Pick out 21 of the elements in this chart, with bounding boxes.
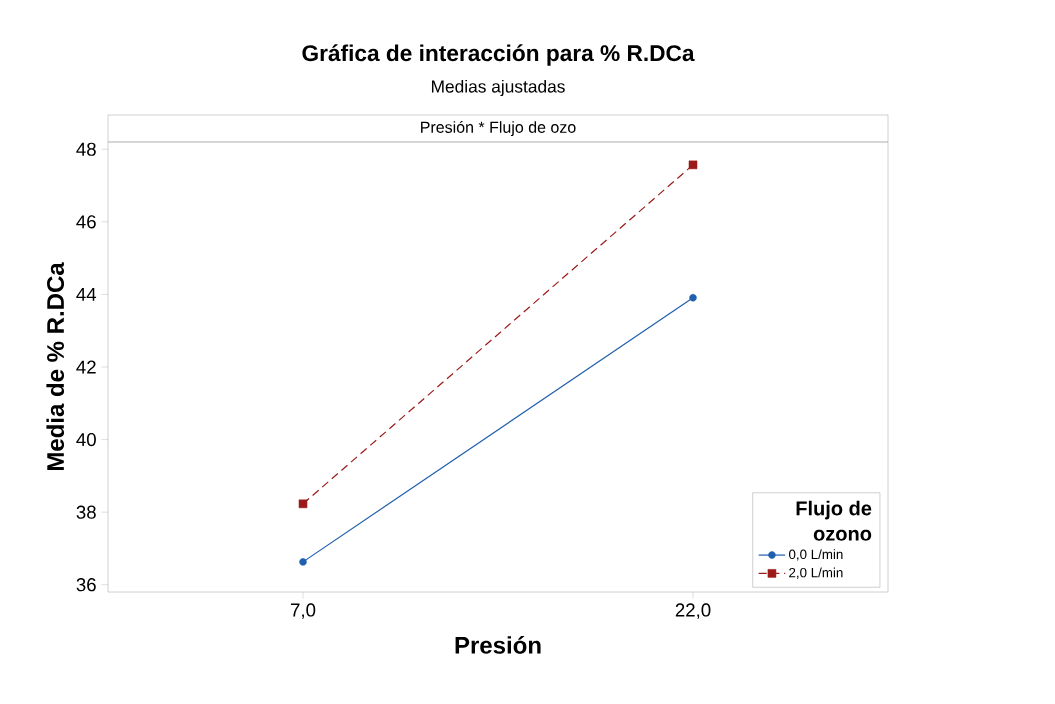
y-tick-label: 40 bbox=[76, 432, 96, 447]
point bbox=[689, 293, 697, 302]
point bbox=[688, 160, 698, 170]
legend-label: 2,0 L/min bbox=[789, 567, 843, 579]
y-tick-label: 36 bbox=[76, 578, 96, 592]
legend-title: Flujo de ozono bbox=[796, 500, 872, 541]
chart-title: Gráfica de interacción para % R.DCa bbox=[302, 44, 695, 66]
x-tick-label: 7,0 bbox=[290, 603, 316, 619]
x-tick-label: 22,0 bbox=[675, 603, 711, 619]
chart-subtitle: Medias ajustadas bbox=[431, 79, 565, 97]
y-tick-label: 46 bbox=[76, 215, 96, 229]
legend-label: 0,0 L/min bbox=[789, 549, 843, 561]
text: Presión * Flujo de ozo bbox=[421, 120, 576, 137]
y-axis-title: Media de % R.DCa bbox=[46, 262, 65, 471]
y-tick-label: 44 bbox=[76, 288, 97, 301]
y-tick-label: 42 bbox=[76, 360, 96, 374]
point bbox=[299, 558, 307, 566]
point bbox=[298, 499, 308, 509]
y-tick-label: 38 bbox=[76, 505, 96, 519]
x-axis-title: Presión bbox=[455, 635, 541, 654]
y-tick-label: 48 bbox=[76, 142, 96, 156]
